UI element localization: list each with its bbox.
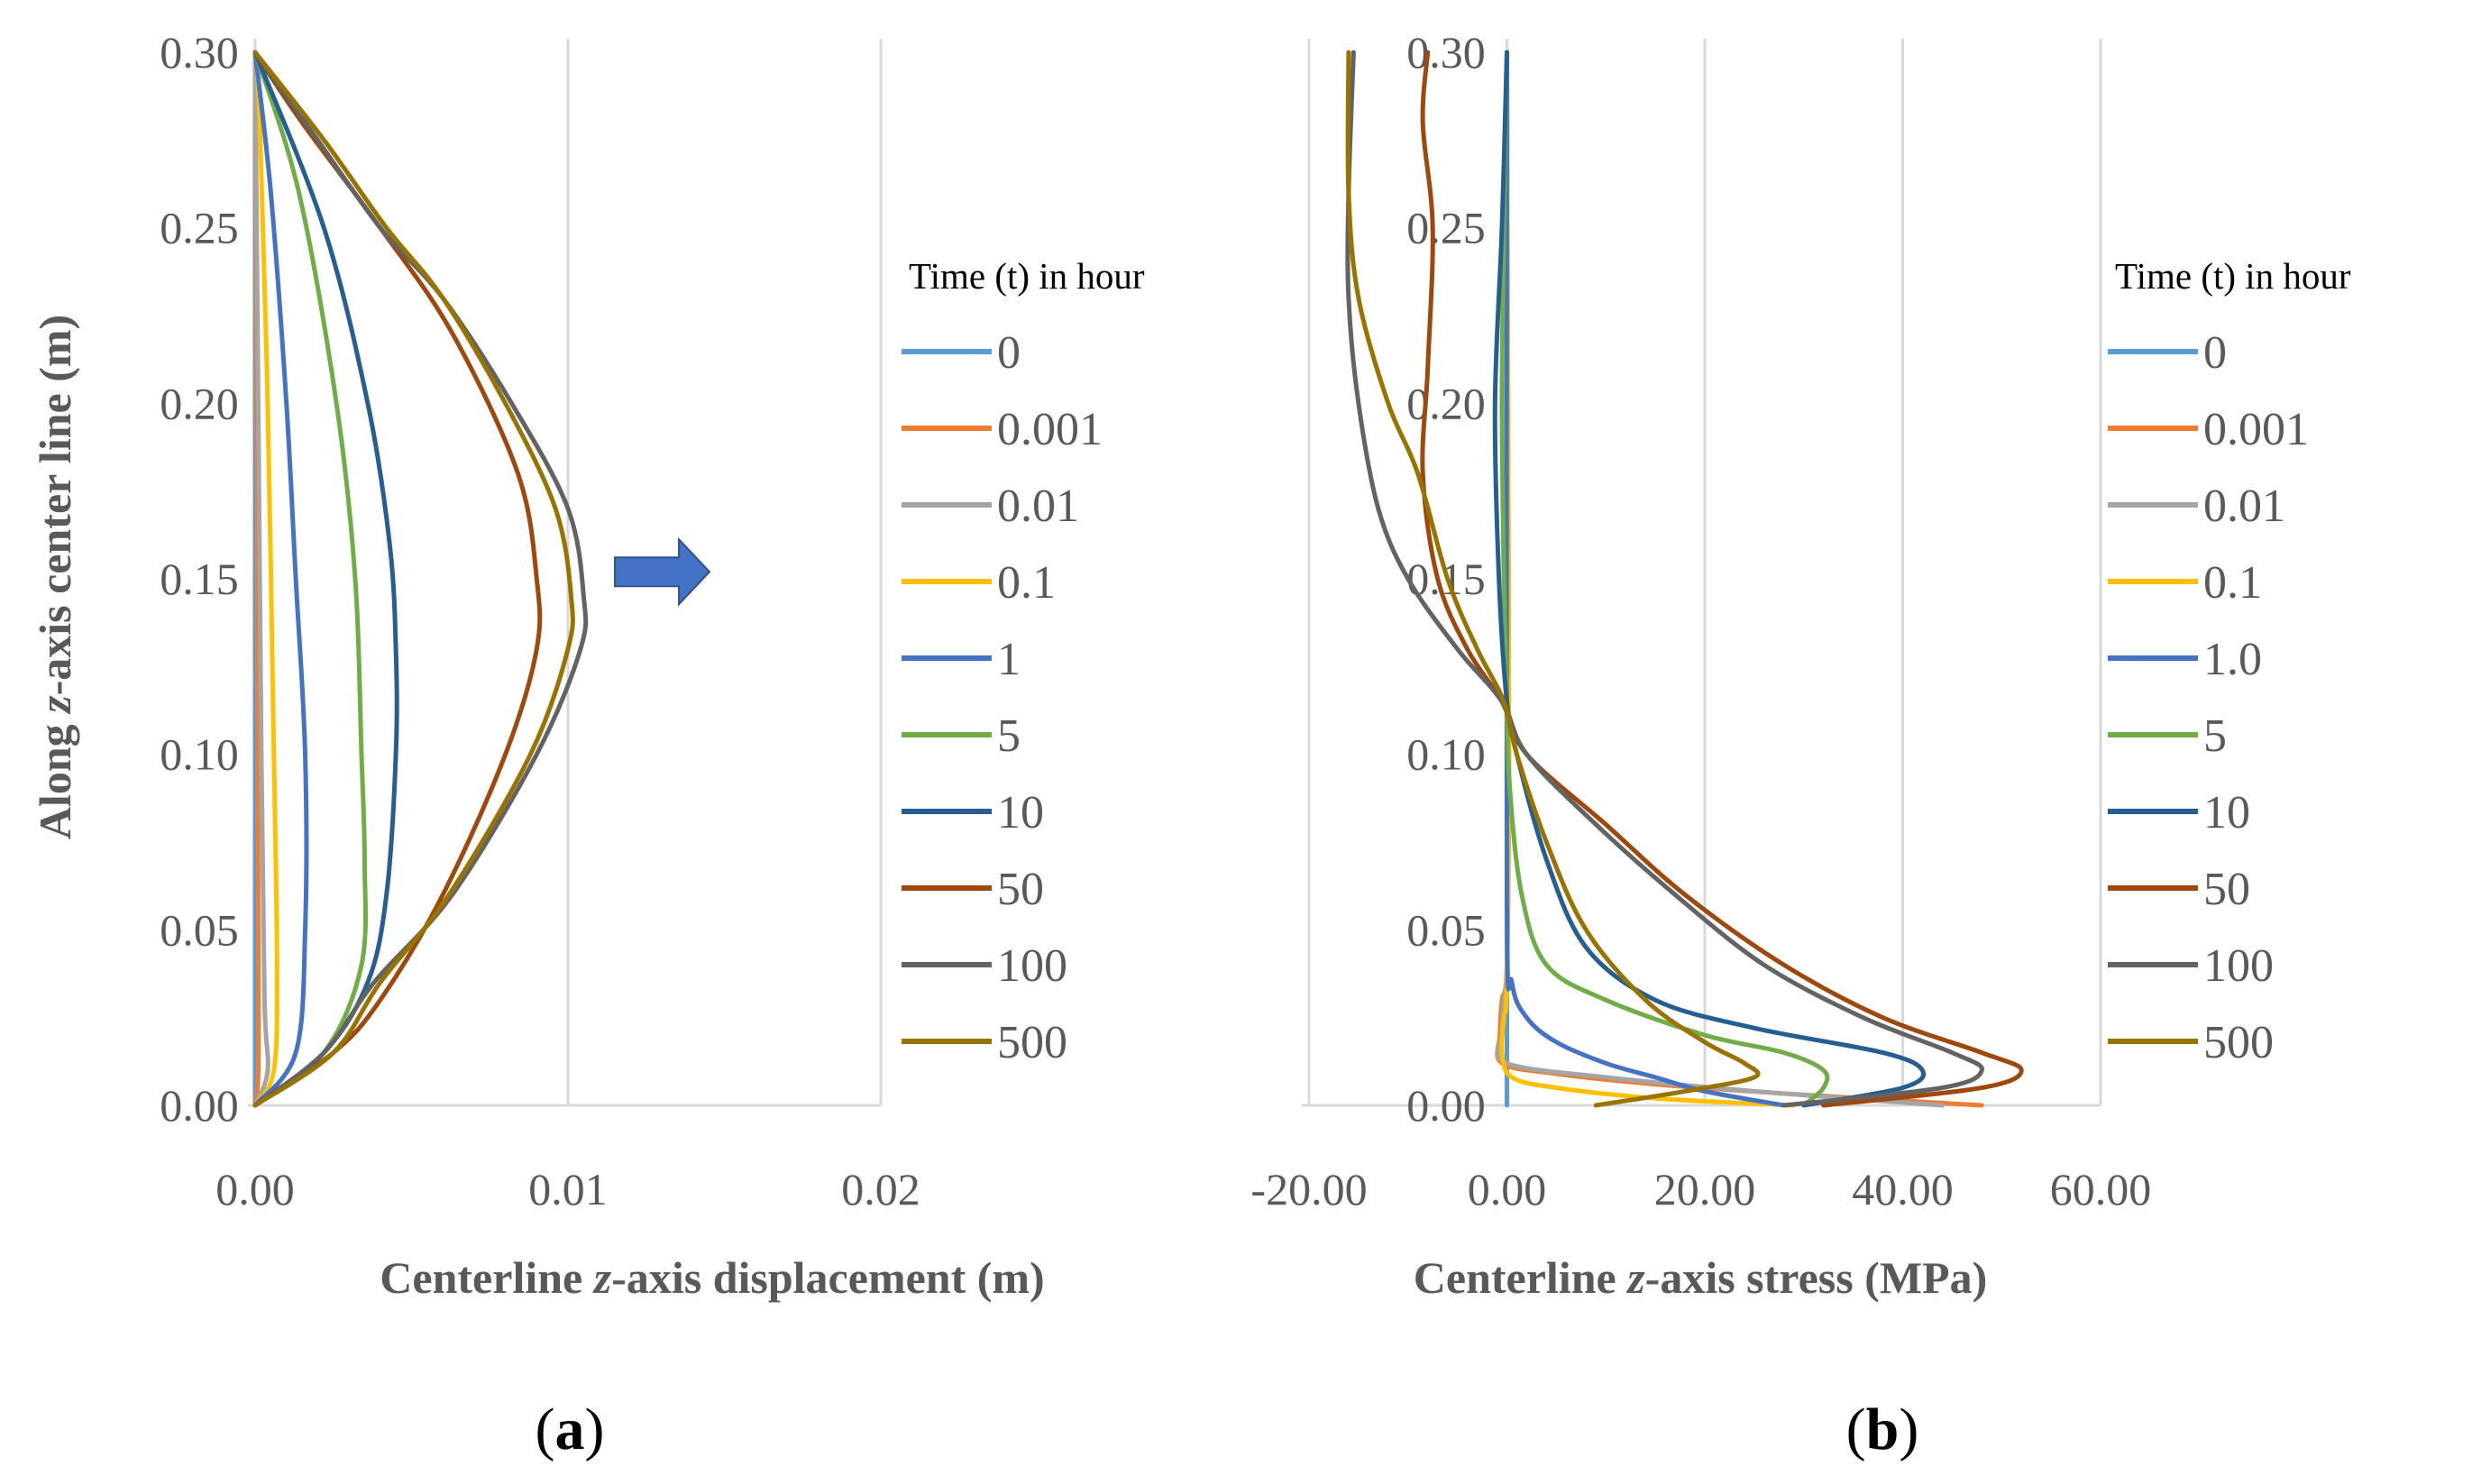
y-tick-label: 0.25 xyxy=(1406,203,1486,253)
legend-label: 0.001 xyxy=(997,404,1103,455)
legend-label: 50 xyxy=(997,864,1044,915)
x-tick-label: 20.00 xyxy=(1654,1164,1756,1214)
series-line-0.1 xyxy=(252,50,279,1108)
legend: Time (t) in hour 0 0.001 0.01 0.1 1.0 5 10 50 100… xyxy=(2108,255,2351,1068)
panel-label-b: (b) xyxy=(1846,1397,1919,1462)
x-tick-label: 0.00 xyxy=(1468,1164,1547,1214)
legend-label: 5 xyxy=(997,710,1021,762)
y-tick-label: 0.10 xyxy=(1406,729,1486,780)
x-tick-label: -20.00 xyxy=(1250,1164,1367,1214)
y-tick-label: 0.20 xyxy=(160,378,239,428)
y-tick-label: 0.05 xyxy=(160,904,239,955)
series-line-100 xyxy=(252,50,589,1108)
annotation-arrow-icon xyxy=(614,536,711,607)
y-tick-label: 0.20 xyxy=(1406,378,1486,428)
legend-label: 0.01 xyxy=(997,481,1079,532)
series-lines xyxy=(252,50,589,1108)
series-line-0.01 xyxy=(1495,50,1945,1108)
series-line-1.0 xyxy=(1504,50,1787,1108)
series-line-0.01 xyxy=(252,50,270,1108)
legend-label: 10 xyxy=(2203,787,2250,838)
x-tick-label: 0.01 xyxy=(528,1164,608,1214)
gridlines xyxy=(248,39,883,1107)
y-tick-label: 0.30 xyxy=(1406,27,1486,78)
y-tick-label: 0.15 xyxy=(160,554,239,604)
legend-label: 1.0 xyxy=(2203,634,2262,685)
series-line-0.1 xyxy=(1499,50,1797,1108)
x-tick-label: 0.00 xyxy=(215,1164,295,1214)
x-axis-title: Centerline z-axis displacement (m) xyxy=(380,1252,1044,1303)
legend-label: 0.1 xyxy=(997,557,1056,609)
y-tick-label: 0.00 xyxy=(160,1080,239,1131)
x-tick-label: 0.02 xyxy=(841,1164,920,1214)
series-line-10 xyxy=(1492,50,1927,1108)
legend-label: 0 xyxy=(997,327,1021,379)
legend-label: 5 xyxy=(2203,710,2227,762)
legend-label: 0.001 xyxy=(2203,404,2309,455)
gridlines xyxy=(1302,39,2102,1107)
y-tick-label: 0.00 xyxy=(1406,1080,1486,1131)
legend-label: 100 xyxy=(997,940,1067,992)
chart-panel-b: 0.00 0.05 0.10 0.1 5 0.20 0.25 0.30 -20.00 0.00 20… xyxy=(1250,27,2351,1303)
y-tick-label: 0.25 xyxy=(160,203,239,253)
legend-label: 500 xyxy=(2203,1017,2274,1068)
legend: Time (t) in hour 0 0.001 0.01 0.1 1 5 10 50 100 50… xyxy=(902,255,1145,1068)
series-line-100 xyxy=(1345,50,1984,1108)
legend-label: 10 xyxy=(997,787,1044,838)
legend-label: 0 xyxy=(2203,327,2227,379)
y-tick-label: 0.05 xyxy=(1406,904,1486,955)
series-line-500 xyxy=(252,50,575,1108)
panel-label-a: (a) xyxy=(536,1397,605,1462)
legend-label: 500 xyxy=(997,1017,1067,1068)
legend-label: 0.01 xyxy=(2203,481,2285,532)
legend-label: 0.1 xyxy=(2203,557,2262,609)
series-line-500 xyxy=(1345,50,1761,1108)
x-axis-title: Centerline z-axis stress (MPa) xyxy=(1414,1252,1987,1303)
series-line-5 xyxy=(1499,50,1830,1108)
x-tick-label: 40.00 xyxy=(1852,1164,1954,1214)
legend-label: 100 xyxy=(2203,940,2274,992)
series-line-50 xyxy=(1420,50,2024,1108)
chart-panel-a: 0.000.050.100.150.200.250.300.00 0.01 0.02… xyxy=(30,27,1145,1303)
series-lines xyxy=(1345,50,2024,1108)
y-tick-label: 0.30 xyxy=(160,27,239,78)
legend-title: Time (t) in hour xyxy=(2115,255,2351,297)
y-axis-title: Along z-axis center line (m) xyxy=(30,315,80,839)
legend-label: 1 xyxy=(997,634,1021,685)
x-tick-label: 60.00 xyxy=(2050,1164,2152,1214)
y-tick-label: 0.10 xyxy=(160,729,239,780)
series-line-1 xyxy=(252,50,309,1108)
series-line-5 xyxy=(252,50,369,1108)
legend-title: Time (t) in hour xyxy=(909,255,1145,297)
legend-label: 50 xyxy=(2203,864,2250,915)
